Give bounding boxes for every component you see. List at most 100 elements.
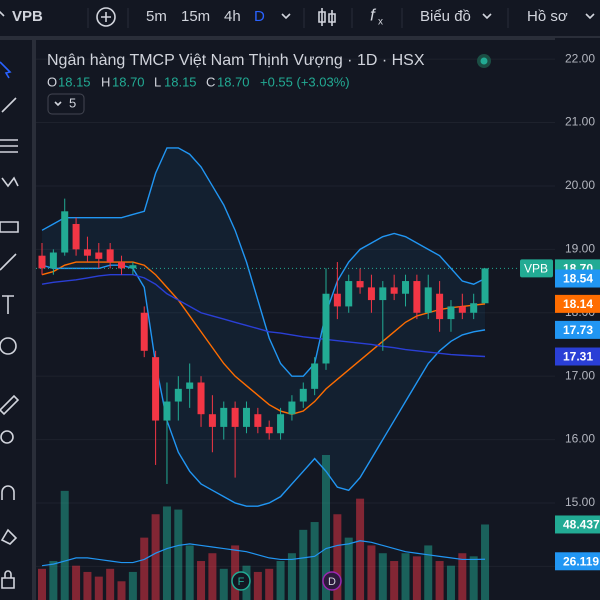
projection-tool[interactable]: [0, 221, 19, 233]
volume-bar: [469, 556, 478, 600]
volume-bar: [208, 553, 217, 600]
price-label-bg: [555, 269, 600, 288]
candle-body: [83, 249, 91, 256]
event-marker[interactable]: [322, 571, 342, 591]
profile-menu[interactable]: Hồ sơ: [527, 8, 568, 25]
volume-bar: [197, 561, 206, 600]
volume-bar: [333, 514, 342, 600]
pattern-tool[interactable]: [1, 176, 19, 188]
candle-body: [390, 287, 398, 294]
chart-menu-dropdown[interactable]: [482, 13, 492, 20]
trend-line-tool[interactable]: [1, 97, 17, 113]
volume-bar: [60, 490, 69, 600]
candle-body: [163, 401, 171, 421]
candle-body: [118, 262, 126, 269]
price-label: 17.73: [563, 323, 593, 337]
volume-bar: [49, 561, 58, 600]
volume-bar: [424, 545, 433, 600]
volume-bar: [390, 561, 399, 600]
volume-bar: [94, 576, 103, 600]
volume-bar: [344, 537, 353, 600]
interval[interactable]: 5m: [146, 8, 167, 25]
candle-body: [402, 281, 410, 294]
volume-bar: [128, 571, 137, 600]
volume-bar: [367, 545, 376, 600]
candle-body: [481, 268, 489, 304]
candle-body: [95, 252, 103, 259]
ohlc-value: 18.15: [58, 74, 91, 89]
measure-tool[interactable]: [0, 394, 20, 416]
indicator-line: [41, 264, 486, 507]
chart-title: Ngân hàng TMCP Việt Nam Thịnh Vượng · 1D…: [47, 52, 425, 69]
volume-bar: [446, 565, 455, 600]
indicators-toggle[interactable]: [47, 93, 85, 115]
candle-body: [345, 281, 353, 307]
symbol-tag: VPB: [524, 262, 548, 276]
volume-bar: [310, 522, 319, 600]
fib-tool[interactable]: [0, 139, 18, 153]
candle-body: [277, 414, 285, 434]
volume-bar: [151, 514, 160, 600]
candle-body: [49, 252, 57, 269]
interval-dropdown[interactable]: [281, 13, 291, 20]
price-axis: 22.0021.0020.0019.0018.0017.0016.0015.00…: [520, 38, 600, 600]
legend: Ngân hàng TMCP Việt Nam Thịnh Vượng · 1D…: [47, 52, 491, 115]
candle-body: [106, 249, 114, 263]
price-label: 18.54: [563, 272, 593, 286]
zoom-tool[interactable]: [0, 430, 14, 444]
volume-bar: [299, 529, 308, 600]
ohlc-label: C: [206, 74, 215, 89]
ohlc-value: 18.70: [217, 74, 250, 89]
interval[interactable]: 15m: [181, 8, 210, 25]
lock-drawing-tool[interactable]: [0, 528, 18, 545]
chart-menu[interactable]: Biểu đồ: [420, 8, 471, 25]
y-tick-label: 19.00: [565, 242, 595, 256]
icon-tool[interactable]: [0, 337, 17, 355]
volume-bar: [117, 581, 126, 600]
top-toolbar: VPB 5m 15m 4h D f x Biểu đồ Hồ sơ: [0, 0, 600, 36]
candle-body: [152, 357, 160, 421]
ohlc-label: H: [101, 74, 110, 89]
volume-bar: [322, 455, 330, 600]
candle-body: [140, 312, 148, 351]
candle-body: [299, 388, 307, 402]
candle-body: [367, 287, 375, 301]
price-label: 17.31: [563, 350, 593, 364]
symbol-tag-bg: [520, 259, 553, 278]
ohlc-value: 18.70: [112, 74, 145, 89]
toolbar-bg: [0, 0, 600, 36]
lock-tool[interactable]: [1, 570, 15, 589]
band-fill: [42, 147, 486, 507]
chevron: [54, 101, 62, 107]
indicators-button[interactable]: f: [370, 5, 377, 24]
symbol[interactable]: VPB: [12, 8, 43, 25]
candle-body: [288, 401, 296, 415]
volume-bar: [174, 509, 183, 600]
candle-body: [265, 426, 273, 434]
event-label: D: [328, 576, 336, 588]
volume-bar: [412, 556, 421, 600]
volume-bar: [276, 561, 285, 600]
search-icon[interactable]: [0, 10, 5, 17]
event-marker[interactable]: [231, 571, 251, 591]
profile-dropdown[interactable]: [585, 13, 595, 20]
candle-body: [447, 306, 455, 320]
brush-tool[interactable]: [0, 253, 17, 271]
volume-bar: [378, 553, 387, 600]
candle-body: [333, 293, 341, 307]
indicator-line: [41, 261, 486, 415]
candle-body: [231, 407, 239, 427]
indicator-line: [41, 147, 486, 377]
interval-active[interactable]: D: [254, 8, 265, 25]
compare-button[interactable]: [96, 7, 116, 27]
indicator-count: 5: [69, 95, 76, 110]
magnet-tool[interactable]: [1, 485, 15, 500]
candle-body: [197, 382, 205, 415]
text-tool[interactable]: [2, 295, 14, 314]
interval[interactable]: 4h: [224, 8, 241, 25]
chart-type-button[interactable]: [318, 8, 336, 26]
cursor-tool[interactable]: [0, 61, 12, 79]
event-label: F: [238, 576, 245, 588]
